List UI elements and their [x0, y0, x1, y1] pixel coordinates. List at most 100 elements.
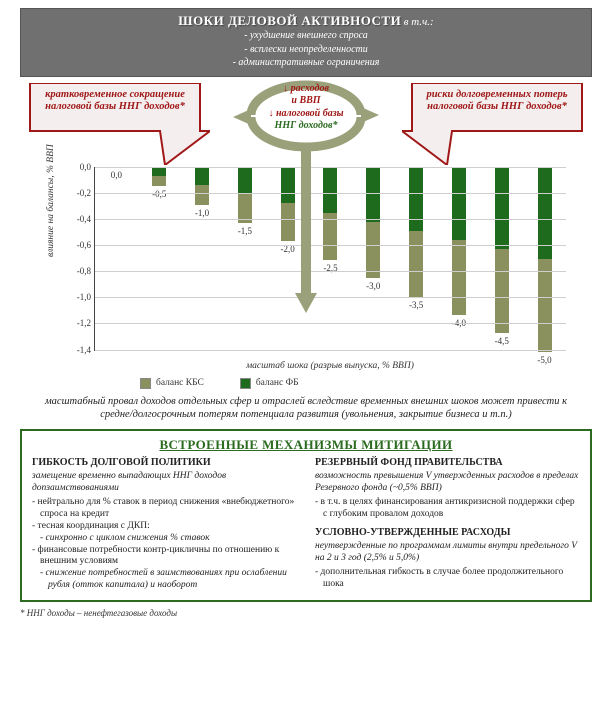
center-column: ↓ расходов и ВВП ↓ налоговой базы ННГ до… [221, 83, 391, 133]
bar-segment-fb [152, 167, 166, 176]
top-banner: ШОКИ ДЕЛОВОЙ АКТИВНОСТИ в т.ч.: - ухудше… [20, 8, 592, 77]
chart-plot-area: 0,0-0,5-1,0-1,5-2,0-2,5-3,0-3,5-4,0-4,5-… [94, 167, 566, 351]
bar-segment-fb [495, 167, 509, 250]
top-banner-title: ШОКИ ДЕЛОВОЙ АКТИВНОСТИ [178, 13, 401, 28]
bar-segment-kbs [281, 203, 295, 241]
bar-segment-kbs [195, 185, 209, 205]
right-desc-1: возможность превышения V утвержденных ра… [315, 471, 580, 495]
x-tick-label: -3,5 [409, 300, 423, 310]
x-tick-label: -0,5 [152, 189, 166, 199]
bar-segment-kbs [538, 259, 552, 352]
top-banner-item: - ухудшение внешнего спроса [29, 30, 583, 43]
long-down-arrow-icon [295, 143, 317, 313]
list-item: в т.ч. в целях финансирования антикризис… [315, 497, 580, 521]
mitigation-title: ВСТРОЕННЫЕ МЕХАНИЗМЫ МИТИГАЦИИ [32, 437, 580, 453]
top-banner-item: - административные ограничения [29, 57, 583, 70]
stacked-bar [152, 167, 166, 187]
bar-segment-kbs [409, 231, 423, 297]
left-bullet-list: нейтрально для % ставок в период снижени… [32, 497, 297, 592]
bar-segment-kbs [452, 240, 466, 315]
bar-group: -4,5 [484, 167, 520, 334]
bar-group: -1,0 [184, 167, 220, 205]
right-arrow-label: риски долговременных потерь налоговой ба… [408, 89, 586, 113]
gridline [95, 167, 566, 168]
mitigation-left-col: ГИБКОСТЬ ДОЛГОВОЙ ПОЛИТИКИ замещение вре… [32, 457, 297, 592]
stacked-bar [195, 167, 209, 205]
legend-label: баланс ФБ [256, 378, 299, 388]
mitigation-right-col: РЕЗЕРВНЫЙ ФОНД ПРАВИТЕЛЬСТВА возможность… [315, 457, 580, 592]
list-item: финансовые потребности контр-цикличны по… [32, 545, 297, 569]
bar-group: -4,0 [441, 167, 477, 316]
stacked-bar [281, 167, 295, 242]
list-item: снижение потребностей в заимствованиях п… [32, 568, 297, 592]
center-text-green: ННГ доходов* [221, 120, 391, 133]
right-heading-2: УСЛОВНО-УТВЕРЖДЕННЫЕ РАСХОДЫ [315, 527, 580, 540]
y-tick-label: -0,8 [65, 266, 91, 276]
gridline [95, 323, 566, 324]
x-tick-label: -4,5 [495, 336, 509, 346]
left-heading: ГИБКОСТЬ ДОЛГОВОЙ ПОЛИТИКИ [32, 457, 297, 470]
arrows-row: кратковременное сокращение налоговой баз… [20, 83, 592, 165]
gridline [95, 193, 566, 194]
x-tick-label: -1,5 [238, 226, 252, 236]
center-text: и [291, 95, 297, 106]
center-text: ВВП [299, 95, 320, 106]
list-item: нейтрально для % ставок в период снижени… [32, 497, 297, 521]
bar-segment-fb [452, 167, 466, 241]
bar-segment-kbs [152, 176, 166, 187]
right-bullet-list-2: дополнительная гибкость в случае более п… [315, 567, 580, 591]
legend-item: баланс КБС [140, 378, 204, 389]
down-glyph: ↓ [283, 83, 288, 94]
y-tick-label: -1,0 [65, 292, 91, 302]
bar-segment-kbs [495, 249, 509, 333]
stacked-bar [409, 167, 423, 297]
center-text: расходов [291, 83, 329, 94]
bar-segment-fb [409, 167, 423, 231]
legend-swatch [140, 378, 151, 389]
bar-group: -1,5 [227, 167, 263, 224]
bar-group: -3,0 [355, 167, 391, 279]
stacked-bar [452, 167, 466, 316]
gridline [95, 350, 566, 351]
stacked-bar [495, 167, 509, 334]
footnote: * ННГ доходы – ненефтегазовые доходы [20, 608, 592, 618]
right-desc-2: неутвержденные по программам лимиты внут… [315, 541, 580, 565]
y-tick-label: -0,6 [65, 240, 91, 250]
mitigation-box: ВСТРОЕННЫЕ МЕХАНИЗМЫ МИТИГАЦИИ ГИБКОСТЬ … [20, 429, 592, 602]
right-heading-1: РЕЗЕРВНЫЙ ФОНД ПРАВИТЕЛЬСТВА [315, 457, 580, 470]
bar-segment-fb [366, 167, 380, 222]
gridline [95, 245, 566, 246]
bar-group: -3,5 [398, 167, 434, 297]
list-item: дополнительная гибкость в случае более п… [315, 567, 580, 591]
y-tick-label: -1,4 [65, 345, 91, 355]
x-tick-label: -3,0 [366, 281, 380, 291]
legend-item: баланс ФБ [240, 378, 299, 389]
list-item: тесная координация с ДКП: [32, 521, 297, 533]
stacked-bar [238, 167, 252, 224]
down-glyph: ↓ [268, 108, 273, 119]
bar-segment-kbs [366, 222, 380, 279]
x-axis-label: масштаб шока (разрыв выпуска, % ВВП) [94, 361, 566, 371]
bar-segment-fb [238, 167, 252, 195]
y-tick-label: -0,4 [65, 214, 91, 224]
y-tick-label: -1,2 [65, 318, 91, 328]
x-tick-label: -1,0 [195, 208, 209, 218]
center-text: налоговой базы [276, 108, 344, 119]
gridline [95, 271, 566, 272]
y-axis-label: влияние на балансы, % ВВП [46, 144, 56, 257]
bar-group: -0,5 [141, 167, 177, 187]
x-tick-label: 0,0 [111, 170, 122, 180]
left-desc: замещение временно выпадающих ННГ доходо… [32, 471, 297, 495]
legend-swatch [240, 378, 251, 389]
left-arrow-label: кратковременное сокращение налоговой баз… [26, 89, 204, 113]
gridline [95, 297, 566, 298]
bar-segment-fb [323, 167, 337, 213]
gridline [95, 219, 566, 220]
top-banner-item: - всплески неопределенности [29, 44, 583, 57]
right-arrow: риски долговременных потерь налоговой ба… [402, 83, 592, 165]
right-bullet-list-1: в т.ч. в целях финансирования антикризис… [315, 497, 580, 521]
bar-segment-fb [281, 167, 295, 204]
y-tick-label: 0,0 [65, 162, 91, 172]
bar-segment-fb [195, 167, 209, 185]
y-tick-label: -0,2 [65, 188, 91, 198]
